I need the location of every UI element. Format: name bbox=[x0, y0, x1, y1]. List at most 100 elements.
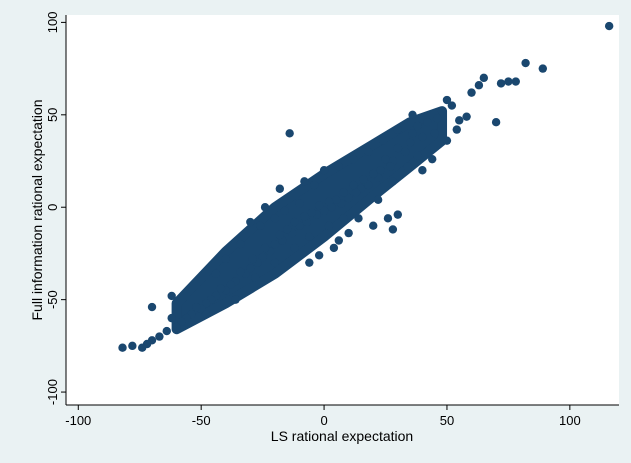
scatter-point bbox=[383, 214, 393, 223]
scatter-point bbox=[172, 323, 181, 332]
scatter-point bbox=[447, 101, 457, 110]
scatter-point bbox=[369, 221, 378, 230]
scatter-point bbox=[137, 343, 147, 352]
scatter-point bbox=[285, 129, 294, 138]
scatter-point bbox=[364, 147, 373, 156]
scatter-point bbox=[373, 195, 383, 205]
scatter-point bbox=[147, 302, 157, 312]
scatter-point bbox=[359, 175, 368, 184]
scatter-point bbox=[381, 154, 390, 164]
scatter-point bbox=[307, 208, 316, 217]
scatter-point bbox=[201, 310, 211, 319]
scatter-point bbox=[329, 243, 339, 253]
scatter-point bbox=[408, 129, 417, 138]
scatter-point bbox=[432, 114, 442, 123]
scatter-point bbox=[491, 118, 501, 127]
scatter-point bbox=[275, 184, 285, 193]
scatter-point bbox=[393, 125, 402, 134]
scatter-point bbox=[393, 143, 402, 153]
scatter-point bbox=[378, 136, 388, 145]
x-tick-label: -50 bbox=[192, 413, 211, 428]
scatter-point bbox=[418, 132, 427, 142]
scatter-point bbox=[270, 214, 280, 223]
scatter-point bbox=[258, 252, 267, 262]
scatter-point bbox=[201, 299, 211, 308]
scatter-point bbox=[386, 162, 395, 171]
x-axis-label: LS rational expectation bbox=[271, 428, 413, 444]
scatter-point bbox=[405, 138, 415, 147]
y-tick-label: 0 bbox=[45, 204, 60, 211]
scatter-point bbox=[270, 258, 280, 267]
scatter-point bbox=[400, 147, 410, 156]
scatter-point bbox=[479, 73, 489, 83]
scatter-point bbox=[442, 136, 452, 145]
y-tick-label: 100 bbox=[45, 12, 60, 34]
y-axis-label: Full information rational expectation bbox=[29, 99, 45, 320]
scatter-point bbox=[334, 162, 344, 171]
scatter-point bbox=[314, 251, 324, 260]
scatter-point bbox=[221, 254, 230, 264]
scatter-point bbox=[430, 129, 439, 138]
scatter-point bbox=[455, 116, 464, 125]
scatter-point bbox=[319, 166, 329, 175]
scatter-point bbox=[418, 166, 427, 175]
scatter-point bbox=[349, 154, 358, 164]
scatter-point bbox=[280, 206, 289, 216]
scatter-point bbox=[428, 154, 437, 164]
scatter-point bbox=[192, 302, 201, 312]
scatter-point bbox=[403, 162, 412, 171]
scatter-point bbox=[442, 95, 452, 105]
scatter-point bbox=[275, 230, 285, 240]
scatter-point bbox=[388, 177, 398, 186]
scatter-point bbox=[354, 214, 363, 223]
x-axis-ticks: -100 -50 0 50 100 bbox=[65, 405, 581, 428]
x-tick-label: -100 bbox=[65, 413, 91, 428]
scatter-point bbox=[260, 203, 270, 212]
scatter-point bbox=[270, 239, 280, 249]
scatter-point bbox=[290, 243, 299, 253]
scatter-point bbox=[167, 313, 176, 323]
scatter-point bbox=[467, 88, 476, 97]
scatter-point bbox=[162, 326, 171, 336]
scatter-point bbox=[310, 180, 319, 190]
scatter-point bbox=[521, 58, 530, 68]
scatter-point bbox=[376, 166, 385, 175]
x-tick-label: 50 bbox=[440, 413, 454, 428]
scatter-point bbox=[246, 217, 255, 227]
scatter-point bbox=[155, 332, 164, 341]
scatter-point bbox=[226, 280, 235, 290]
scatter-point bbox=[349, 180, 358, 190]
scatter-point bbox=[236, 239, 245, 249]
scatter-point bbox=[260, 243, 270, 253]
scatter-point bbox=[462, 112, 471, 121]
y-tick-label: -100 bbox=[45, 379, 60, 405]
scatter-point bbox=[231, 295, 240, 304]
scatter-point bbox=[283, 225, 292, 234]
scatter-point bbox=[255, 221, 265, 230]
scatter-point bbox=[538, 64, 548, 73]
scatter-point bbox=[339, 188, 348, 197]
scatter-point bbox=[604, 21, 614, 31]
scatter-point bbox=[324, 221, 334, 230]
scatter-point bbox=[128, 341, 137, 351]
scatter-point bbox=[339, 214, 348, 223]
scatter-point bbox=[388, 225, 398, 234]
scatter-point bbox=[332, 195, 341, 205]
y-axis-ticks: -100 -50 0 50 100 bbox=[45, 12, 66, 405]
scatter-point bbox=[167, 291, 176, 301]
scatter-point bbox=[300, 212, 309, 221]
scatter-point bbox=[413, 121, 422, 131]
scatter-point bbox=[393, 210, 402, 219]
scatter-point bbox=[364, 180, 373, 190]
scatter-point bbox=[236, 267, 245, 277]
scatter-points bbox=[118, 21, 614, 352]
x-tick-label: 0 bbox=[320, 413, 327, 428]
scatter-point bbox=[423, 118, 432, 127]
y-tick-label: 50 bbox=[45, 108, 60, 122]
scatter-point bbox=[496, 79, 506, 88]
scatter-point bbox=[295, 199, 304, 208]
scatter-point bbox=[319, 206, 329, 216]
scatter-point bbox=[246, 264, 255, 273]
scatter-point bbox=[511, 77, 520, 86]
scatter-point bbox=[369, 169, 378, 179]
